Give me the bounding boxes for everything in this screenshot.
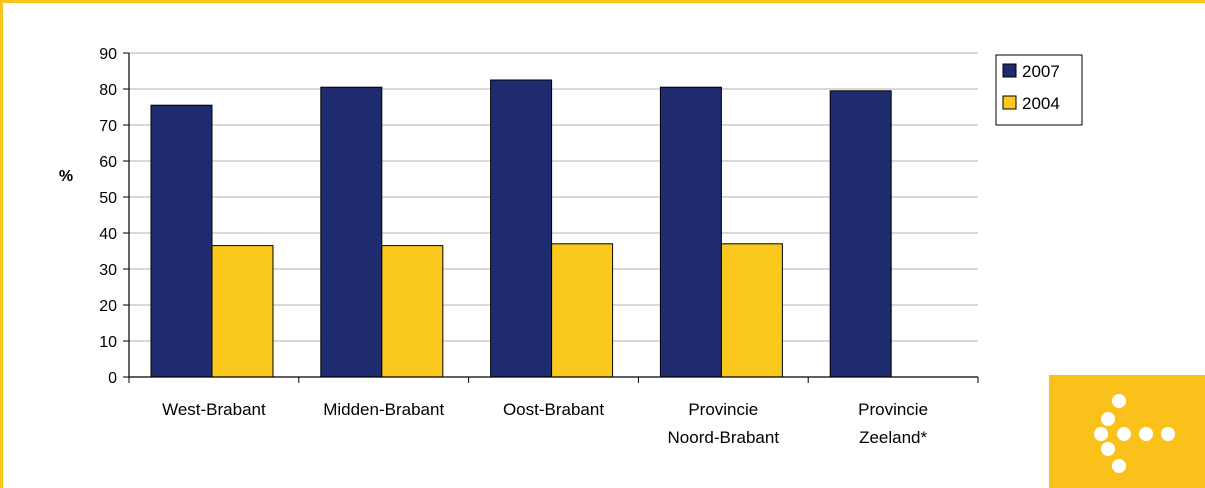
logo-dot xyxy=(1139,427,1153,441)
legend-swatch-2004 xyxy=(1002,95,1017,110)
x-category-label: Midden-Brabant xyxy=(323,400,444,419)
y-tick-label: 80 xyxy=(99,82,117,99)
y-tick-label: 40 xyxy=(99,226,117,243)
bar-2004-2 xyxy=(551,243,614,378)
logo-dot xyxy=(1161,427,1175,441)
axes xyxy=(123,52,979,383)
x-category-label: Noord-Brabant xyxy=(668,428,780,447)
y-tick-label: 70 xyxy=(99,118,117,135)
logo-dot xyxy=(1112,459,1126,473)
arrow-dots-icon xyxy=(1094,394,1175,473)
y-tick-labels: 0 10 20 30 40 50 60 70 80 90 xyxy=(99,46,117,387)
frame-left-border xyxy=(0,0,3,488)
logo-dot xyxy=(1101,442,1115,456)
y-tick-label: 10 xyxy=(99,334,117,351)
x-category-label: Zeeland* xyxy=(859,428,927,447)
bar-2007-1 xyxy=(320,86,383,378)
bar-2004-3 xyxy=(720,243,783,378)
y-tick-label: 20 xyxy=(99,298,117,315)
bars xyxy=(150,79,892,378)
y-tick-label: 60 xyxy=(99,154,117,171)
logo xyxy=(1049,375,1205,488)
x-category-label: Provincie xyxy=(858,400,928,419)
y-axis-label: % xyxy=(59,168,73,185)
legend-swatch-2007 xyxy=(1002,63,1017,78)
y-tick-label: 0 xyxy=(108,370,117,387)
x-category-label: West-Brabant xyxy=(162,400,266,419)
legend-label-2007: 2007 xyxy=(1022,62,1060,81)
y-tick-label: 50 xyxy=(99,190,117,207)
logo-dot xyxy=(1101,412,1115,426)
legend: 2007 2004 xyxy=(995,54,1083,126)
legend-label-2004: 2004 xyxy=(1022,94,1060,113)
bar-2004-0 xyxy=(211,245,274,378)
logo-dot xyxy=(1117,427,1131,441)
x-category-label: Provincie xyxy=(688,400,758,419)
x-category-labels: West-Brabant Midden-Brabant Oost-Brabant Pr… xyxy=(162,400,928,447)
bar-2007-2 xyxy=(490,79,553,378)
bar-2007-4 xyxy=(829,90,892,378)
bar-2007-3 xyxy=(659,86,722,378)
y-tick-label: 90 xyxy=(99,46,117,63)
bar-2004-1 xyxy=(381,245,444,378)
x-category-label: Oost-Brabant xyxy=(503,400,604,419)
bar-2007-0 xyxy=(150,104,213,378)
y-tick-label: 30 xyxy=(99,262,117,279)
logo-dot xyxy=(1112,394,1126,408)
frame-top-border xyxy=(0,0,1205,3)
logo-dot xyxy=(1094,427,1108,441)
